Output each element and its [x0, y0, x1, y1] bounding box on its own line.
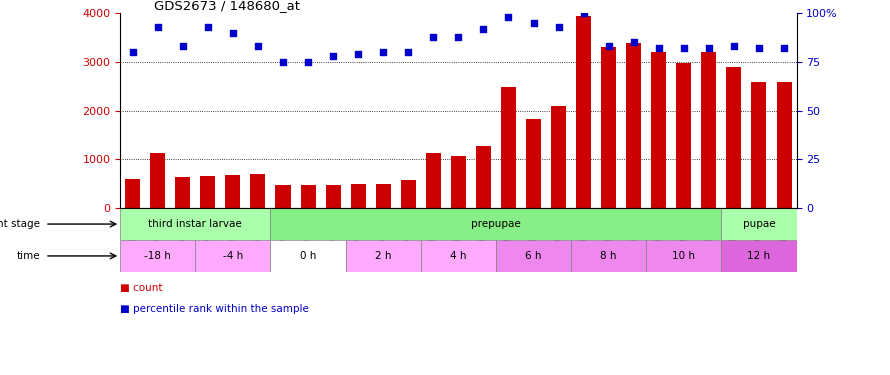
Bar — [726, 67, 741, 208]
Text: 12 h: 12 h — [748, 251, 771, 261]
Bar — [271, 240, 345, 272]
Bar — [301, 185, 316, 208]
Point — [552, 24, 566, 30]
Bar — [776, 82, 791, 208]
Point — [752, 45, 766, 51]
Text: ■ count: ■ count — [120, 283, 163, 293]
Text: prepupae: prepupae — [471, 219, 521, 229]
Point — [376, 49, 391, 55]
Bar — [326, 185, 341, 208]
Point — [476, 26, 490, 32]
Point — [602, 43, 616, 49]
Bar — [225, 175, 240, 208]
Text: 4 h: 4 h — [450, 251, 466, 261]
Bar — [722, 240, 797, 272]
Text: GDS2673 / 148680_at: GDS2673 / 148680_at — [154, 0, 300, 12]
Text: -4 h: -4 h — [222, 251, 243, 261]
Text: third instar larvae: third instar larvae — [149, 219, 242, 229]
Text: -18 h: -18 h — [144, 251, 171, 261]
Point — [150, 24, 165, 30]
Bar — [701, 52, 716, 208]
Bar — [451, 156, 465, 208]
Point — [201, 24, 215, 30]
Bar — [276, 185, 290, 208]
Bar — [551, 106, 566, 208]
Point — [401, 49, 416, 55]
Text: 10 h: 10 h — [672, 251, 695, 261]
Bar — [722, 208, 797, 240]
Point — [676, 45, 691, 51]
Bar — [676, 63, 692, 208]
Bar — [526, 119, 541, 208]
Bar — [496, 240, 571, 272]
Text: time: time — [16, 251, 40, 261]
Point — [226, 30, 240, 36]
Bar — [501, 87, 516, 208]
Point — [426, 33, 441, 39]
Bar — [571, 240, 646, 272]
Point — [451, 33, 465, 39]
Text: ■ percentile rank within the sample: ■ percentile rank within the sample — [120, 304, 309, 314]
Point — [651, 45, 666, 51]
Text: 8 h: 8 h — [601, 251, 617, 261]
Bar — [125, 179, 141, 208]
Bar — [576, 15, 591, 208]
Bar — [120, 208, 271, 240]
Bar — [476, 146, 491, 208]
Point — [175, 43, 190, 49]
Text: 2 h: 2 h — [375, 251, 392, 261]
Point — [125, 49, 140, 55]
Point — [326, 53, 340, 59]
Text: development stage: development stage — [0, 219, 40, 229]
Bar — [175, 177, 190, 208]
Point — [501, 14, 515, 20]
Bar — [627, 44, 641, 208]
Bar — [351, 184, 366, 208]
Bar — [421, 240, 496, 272]
Bar — [376, 184, 391, 208]
Bar — [400, 180, 416, 208]
Point — [251, 43, 265, 49]
Bar — [250, 174, 265, 208]
Bar — [345, 240, 421, 272]
Text: 6 h: 6 h — [525, 251, 542, 261]
Point — [701, 45, 716, 51]
Bar — [200, 176, 215, 208]
Bar — [271, 208, 722, 240]
Bar — [150, 153, 166, 208]
Point — [627, 39, 641, 45]
Text: 0 h: 0 h — [300, 251, 316, 261]
Bar — [751, 82, 766, 208]
Point — [351, 51, 365, 57]
Point — [577, 10, 591, 16]
Point — [777, 45, 791, 51]
Text: pupae: pupae — [742, 219, 775, 229]
Bar — [425, 153, 441, 208]
Bar — [120, 240, 195, 272]
Bar — [195, 240, 271, 272]
Bar — [651, 52, 667, 208]
Bar — [601, 47, 616, 208]
Point — [727, 43, 741, 49]
Point — [276, 59, 290, 65]
Point — [526, 20, 540, 26]
Bar — [646, 240, 722, 272]
Point — [301, 59, 315, 65]
